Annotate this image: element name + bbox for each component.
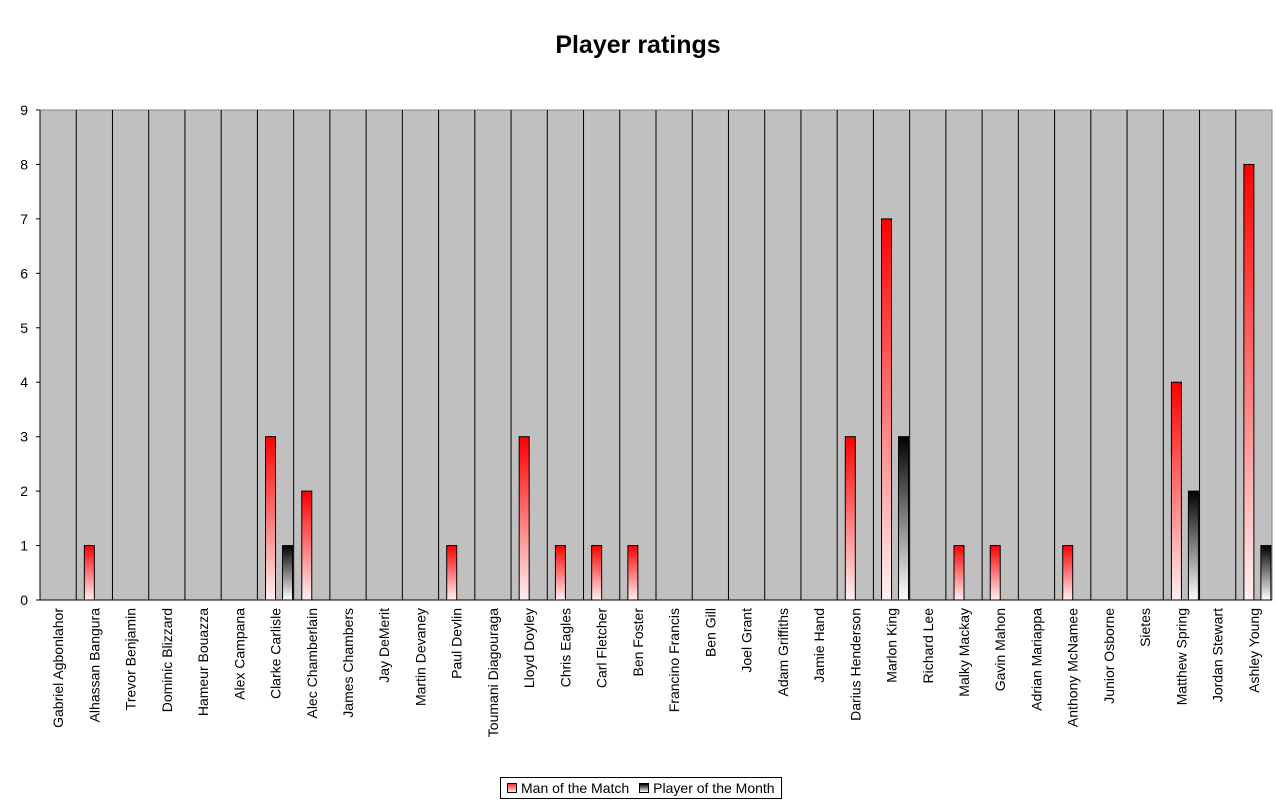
x-tick-label: Alec Chamberlain [304, 608, 320, 719]
chart-title: Player ratings [555, 31, 721, 59]
x-tick-label: Adam Griffiths [775, 608, 791, 696]
x-tick-label: Carl Fletcher [594, 608, 610, 688]
x-tick-label: Chris Eagles [557, 608, 573, 687]
y-tick-label: 4 [20, 374, 28, 390]
x-tick-label: Jordan Stewart [1210, 608, 1226, 702]
bar-man-of-the-match-alhassan-bangura [83, 545, 95, 601]
legend: Man of the Match Player of the Month [500, 777, 782, 799]
x-tick-label: Gabriel Agbonlahor [50, 608, 66, 728]
category-separators [75, 110, 1237, 600]
x-tick-label: Hameur Bouazza [195, 608, 211, 716]
bar-player-of-the-month-ashley-young [1260, 545, 1272, 601]
x-tick-label: Francino Francis [666, 608, 682, 712]
y-tick-label: 2 [20, 483, 28, 499]
bar-man-of-the-match-ashley-young [1243, 163, 1255, 601]
x-tick-label: Matthew Spring [1173, 608, 1189, 705]
legend-item-player-of-the-month: Player of the Month [639, 780, 775, 796]
bar-man-of-the-match-gavin-mahon [989, 545, 1001, 601]
x-tick-label: James Chambers [340, 608, 356, 718]
x-tick-label: Alhassan Bangura [86, 608, 102, 723]
legend-swatch-player-of-the-month [639, 783, 650, 793]
x-tick-label: Richard Lee [920, 608, 936, 684]
x-tick-label: Darius Henderson [847, 608, 863, 721]
bar-man-of-the-match-anthony-mcnamee [1062, 545, 1074, 601]
x-tick-label: Marlon King [884, 608, 900, 683]
bar-man-of-the-match-carl-fletcher [591, 545, 603, 601]
bar-man-of-the-match-marlon-king [881, 218, 893, 601]
x-tick-label: Gavin Mahon [992, 608, 1008, 691]
y-tick-label: 9 [20, 102, 28, 118]
x-tick-label: Dominic Blizzard [159, 608, 175, 712]
x-tick-label: Clarke Carlisle [268, 608, 284, 699]
bar-man-of-the-match-ben-foster [627, 545, 639, 601]
x-tick-label: Ashley Young [1246, 608, 1262, 693]
bar-man-of-the-match-lloyd-doyley [518, 436, 530, 601]
bar-man-of-the-match-chris-eagles [554, 545, 566, 601]
y-tick-label: 0 [20, 592, 28, 608]
x-tick-label: Adrian Mariappa [1028, 608, 1044, 711]
bar-man-of-the-match-darius-henderson [844, 436, 856, 601]
x-tick-label: Joel Grant [739, 608, 755, 673]
y-tick-label: 3 [20, 429, 28, 445]
x-tick-label: Ben Foster [630, 608, 646, 677]
x-tick-label: Trevor Benjamin [123, 608, 139, 710]
bar-man-of-the-match-alec-chamberlain [301, 490, 313, 601]
x-tick-label: Malky Mackay [956, 608, 972, 697]
legend-label-player-of-the-month: Player of the Month [653, 780, 775, 796]
x-tick-label: Martin Devaney [412, 608, 428, 706]
y-axis: 0 1 2 3 4 5 6 7 8 9 [20, 102, 1272, 608]
x-tick-label: Lloyd Doyley [521, 608, 537, 688]
bar-player-of-the-month-clarke-carlisle [282, 545, 294, 601]
legend-label-man-of-the-match: Man of the Match [521, 780, 630, 796]
legend-swatch-man-of-the-match [507, 783, 517, 793]
legend-item-man-of-the-match: Man of the Match [507, 780, 629, 796]
bar-man-of-the-match-malky-mackay [953, 545, 965, 601]
x-tick-label: Toumani Diagouraga [485, 608, 501, 737]
x-axis-labels: Gabriel Agbonlahor Alhassan Bangura Trevor… [50, 608, 1262, 738]
x-tick-label: Junior Osborne [1101, 608, 1117, 704]
bar-man-of-the-match-matthew-spring [1170, 381, 1182, 601]
x-tick-label: Sietes [1137, 608, 1153, 647]
y-tick-label: 5 [20, 320, 28, 336]
x-tick-label: Jamie Hand [811, 608, 827, 683]
x-tick-label: Ben Gill [702, 608, 718, 657]
x-tick-label: Anthony McNamee [1065, 608, 1081, 727]
y-tick-label: 7 [20, 211, 28, 227]
x-tick-label: Paul Devlin [449, 608, 465, 679]
y-tick-label: 6 [20, 265, 28, 281]
bar-man-of-the-match-clarke-carlisle [265, 436, 277, 601]
bar-man-of-the-match-paul-devlin [446, 545, 458, 601]
x-tick-label: Alex Campana [231, 608, 247, 700]
y-tick-label: 8 [20, 156, 28, 172]
y-tick-label: 1 [20, 538, 28, 554]
bar-player-of-the-month-matthew-spring [1187, 490, 1199, 601]
x-tick-label: Jay DeMerit [376, 608, 392, 683]
bar-player-of-the-month-marlon-king [898, 436, 910, 601]
